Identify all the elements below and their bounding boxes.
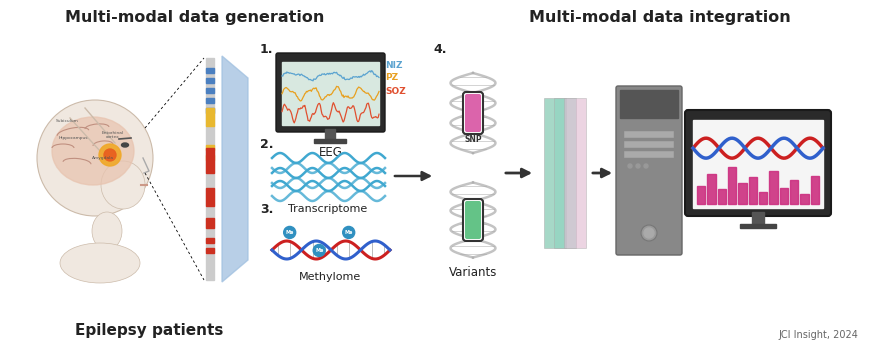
Text: Methylome: Methylome [299, 272, 361, 282]
Bar [282, 62, 379, 125]
Bar [620, 90, 677, 118]
Bar [789, 180, 798, 204]
Text: Epilepsy patients: Epilepsy patients [75, 323, 223, 338]
Text: Transcriptome: Transcriptome [288, 204, 368, 214]
Bar [717, 189, 725, 204]
Bar [810, 176, 818, 204]
Bar [206, 58, 214, 280]
Bar [325, 129, 335, 140]
Bar [693, 120, 822, 208]
Ellipse shape [60, 243, 140, 283]
Bar [623, 151, 673, 158]
Bar [543, 98, 566, 248]
Text: 4.: 4. [433, 43, 446, 56]
Text: Me: Me [344, 230, 353, 235]
Text: EEG: EEG [318, 146, 342, 159]
Bar [748, 177, 756, 204]
Text: 3.: 3. [260, 203, 273, 216]
Bar [206, 88, 214, 93]
Bar [779, 188, 787, 204]
Circle shape [627, 164, 631, 168]
FancyBboxPatch shape [464, 94, 481, 132]
Circle shape [313, 244, 325, 256]
Circle shape [342, 227, 355, 238]
Ellipse shape [92, 212, 122, 250]
Text: PZ: PZ [385, 73, 398, 82]
Bar [563, 98, 586, 248]
Bar [206, 218, 214, 228]
Bar [206, 238, 214, 243]
Bar [751, 212, 763, 225]
Text: 1.: 1. [260, 43, 273, 56]
Circle shape [283, 227, 295, 238]
Ellipse shape [101, 161, 145, 209]
Text: Variants: Variants [448, 266, 496, 279]
Ellipse shape [52, 117, 134, 185]
Bar [696, 186, 705, 204]
Text: Entorhinal
cortex: Entorhinal cortex [102, 131, 124, 139]
FancyBboxPatch shape [684, 110, 830, 216]
Text: Me: Me [285, 230, 294, 235]
Bar [206, 188, 214, 206]
Ellipse shape [122, 143, 129, 147]
Circle shape [643, 228, 653, 238]
Bar [314, 139, 346, 143]
Circle shape [104, 149, 116, 161]
Bar [206, 145, 214, 150]
Text: Me: Me [315, 248, 323, 253]
Text: SOZ: SOZ [385, 87, 405, 95]
Text: Hippocampus: Hippocampus [58, 136, 88, 140]
Bar [206, 68, 214, 73]
Circle shape [99, 144, 121, 166]
Polygon shape [222, 56, 248, 282]
Bar [738, 183, 746, 204]
Text: Multi-modal data integration: Multi-modal data integration [528, 10, 790, 25]
Bar [206, 98, 214, 103]
Text: NIZ: NIZ [385, 61, 402, 70]
Bar [206, 155, 214, 160]
Text: Multi-modal data generation: Multi-modal data generation [65, 10, 324, 25]
FancyBboxPatch shape [464, 201, 481, 239]
Bar [740, 224, 775, 228]
FancyBboxPatch shape [615, 86, 681, 255]
Text: JCI Insight, 2024: JCI Insight, 2024 [777, 330, 857, 340]
Bar [623, 141, 673, 148]
Bar [206, 108, 214, 113]
Circle shape [37, 100, 153, 216]
Bar [206, 248, 214, 253]
Text: SNP: SNP [464, 135, 481, 144]
FancyBboxPatch shape [462, 92, 482, 134]
Bar [206, 148, 214, 173]
Circle shape [643, 164, 647, 168]
Text: Amygdala: Amygdala [92, 156, 114, 160]
Text: Subiculum: Subiculum [56, 119, 78, 123]
Circle shape [635, 164, 640, 168]
FancyBboxPatch shape [275, 53, 385, 132]
FancyBboxPatch shape [462, 199, 482, 241]
Bar [768, 172, 777, 204]
Bar [623, 131, 673, 138]
Bar [758, 192, 766, 204]
Text: 2.: 2. [260, 138, 273, 151]
Bar [554, 98, 575, 248]
Bar [799, 193, 808, 204]
Bar [206, 78, 214, 83]
Bar [727, 167, 735, 204]
Bar [706, 174, 715, 204]
Bar [206, 108, 214, 126]
Circle shape [640, 225, 656, 241]
